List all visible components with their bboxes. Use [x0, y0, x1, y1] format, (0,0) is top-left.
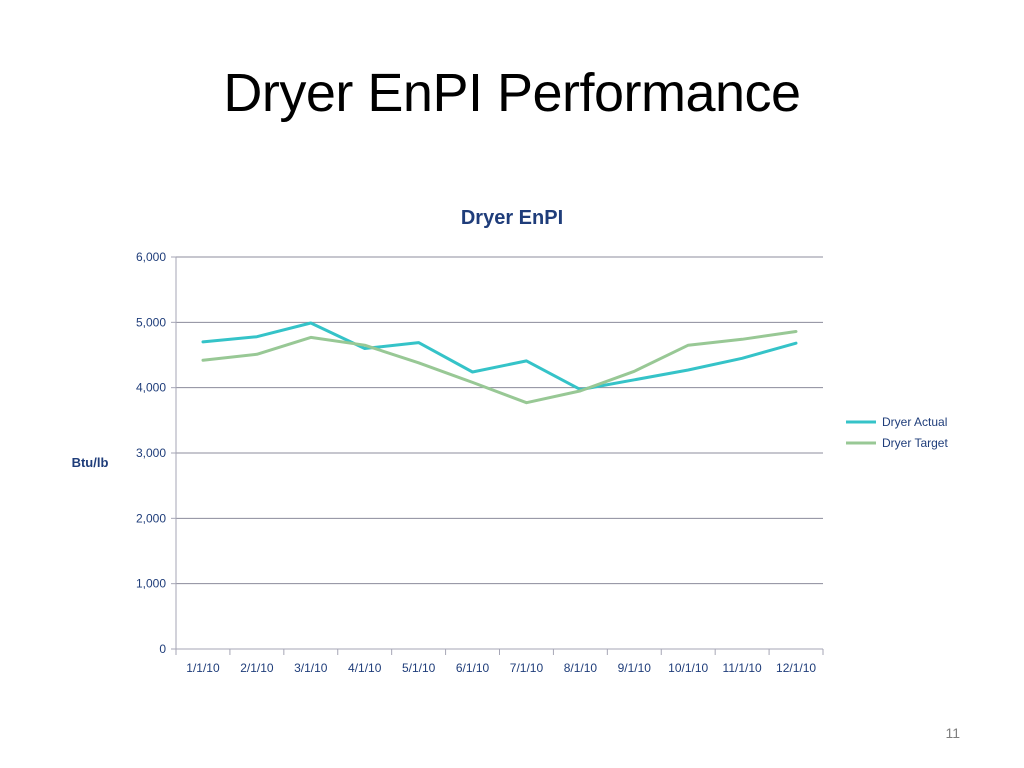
y-axis-label: Btu/lb	[72, 455, 109, 470]
slide-number: 11	[945, 725, 960, 741]
legend-label: Dryer Actual	[882, 415, 947, 429]
legend: Dryer Actual Dryer Target	[846, 415, 948, 450]
y-tick-label: 5,000	[136, 315, 166, 329]
legend-label: Dryer Target	[882, 436, 948, 450]
series-lines	[201, 321, 798, 405]
x-tick-label: 3/1/10	[294, 661, 328, 675]
x-tick-label: 4/1/10	[348, 661, 382, 675]
y-tick-label: 0	[159, 642, 166, 656]
x-tick-label: 8/1/10	[564, 661, 598, 675]
gridlines	[176, 256, 823, 585]
y-tick-label: 1,000	[136, 577, 166, 591]
x-tick-label: 9/1/10	[618, 661, 652, 675]
y-tick-label: 4,000	[136, 381, 166, 395]
x-tick-label: 2/1/10	[240, 661, 274, 675]
x-tick-label: 6/1/10	[456, 661, 490, 675]
series-line-dryer-target	[201, 330, 798, 405]
y-tick-label: 6,000	[136, 250, 166, 264]
y-tick-label: 3,000	[136, 446, 166, 460]
x-tick-label: 1/1/10	[186, 661, 220, 675]
chart-title: Dryer EnPI	[461, 207, 563, 229]
tick-labels: 0 1,000 2,000 3,000 4,000 5,000 6,000 1/1/10 2/1…	[136, 250, 816, 675]
axes	[171, 256, 824, 655]
x-tick-label: 11/1/10	[723, 661, 762, 675]
series-line-dryer-actual	[201, 321, 798, 392]
x-tick-label: 5/1/10	[402, 661, 436, 675]
x-tick-label: 7/1/10	[510, 661, 544, 675]
x-tick-label: 10/1/10	[668, 661, 708, 675]
slide-title: Dryer EnPI Performance	[223, 63, 801, 123]
x-tick-label: 12/1/10	[776, 661, 816, 675]
y-tick-label: 2,000	[136, 511, 166, 525]
